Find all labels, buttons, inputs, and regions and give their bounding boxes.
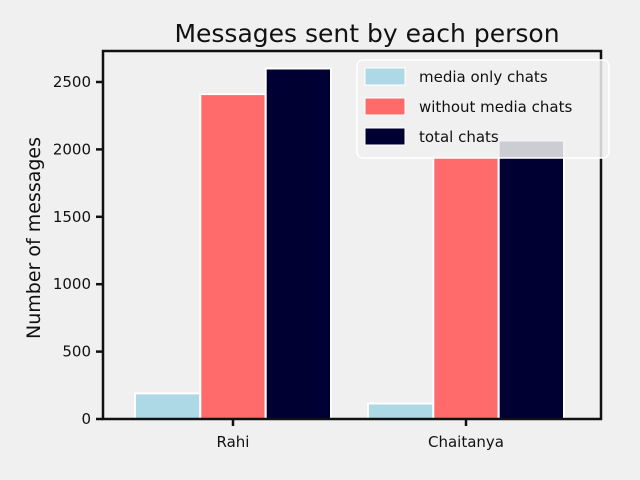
bar-without-media-chats-chaitanya (432, 155, 500, 420)
y-tick-label: 1000 (53, 275, 91, 293)
x-tick-label: Rahi (217, 433, 250, 451)
y-tick-label: 1500 (53, 208, 91, 226)
legend-swatch (364, 127, 406, 146)
legend-label: media only chats (419, 68, 548, 86)
bar-total-chats-rahi (264, 67, 333, 420)
bar-media-only-chats-rahi (134, 392, 202, 420)
legend-label: without media chats (419, 98, 572, 116)
axes-layer: 0 500 1000 1500 2000 2500 Rahi Chaitanya (53, 49, 603, 451)
y-tick-label: 2000 (53, 140, 91, 158)
bar-media-only-chats-chaitanya (367, 402, 435, 420)
y-tick-label: 0 (81, 410, 91, 428)
chart-title: Messages sent by each person (174, 19, 559, 48)
y-tick-label: 2500 (53, 73, 91, 91)
x-tick-label: Chaitanya (428, 433, 504, 451)
bars-layer (134, 67, 566, 420)
legend: media only chats without media chats total… (356, 59, 610, 159)
legend-swatch (364, 97, 406, 116)
y-axis-label: Number of messages (23, 137, 45, 339)
plot-frame (101, 49, 603, 421)
legend-swatch (364, 67, 406, 86)
bar-total-chats-chaitanya (497, 139, 566, 420)
y-tick-label: 500 (62, 343, 91, 361)
legend-box (356, 59, 610, 159)
bar-without-media-chats-rahi (199, 93, 267, 420)
legend-label: total chats (419, 128, 499, 146)
